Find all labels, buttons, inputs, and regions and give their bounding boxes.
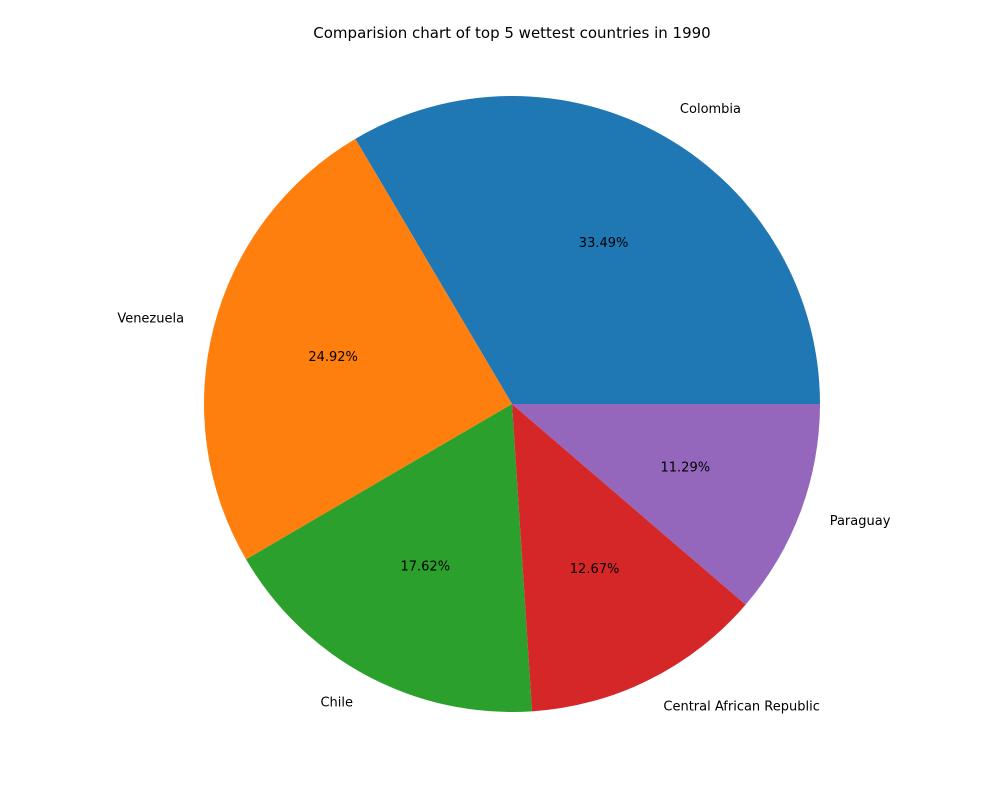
slice-percent-label: 17.62% — [400, 560, 450, 575]
pie-slice-chile — [246, 404, 533, 712]
pie-slice-central-african-republic — [512, 404, 746, 712]
slice-percent-label: 11.29% — [661, 461, 711, 476]
slice-label: Central African Republic — [663, 700, 819, 715]
slice-percent-label: 24.92% — [308, 350, 358, 365]
slice-label: Chile — [320, 696, 353, 711]
chart-title: Comparision chart of top 5 wettest count… — [313, 24, 710, 42]
pie-slices — [203, 96, 820, 712]
pie-labels: Colombia 33.49% Venezuela 24.92% Chile 17.62%… — [117, 102, 890, 714]
slice-label: Paraguay — [830, 514, 891, 529]
pie-slice-venezuela — [203, 138, 512, 560]
slice-label: Colombia — [680, 102, 741, 117]
slice-label: Venezuela — [117, 311, 184, 326]
slice-percent-label: 12.67% — [570, 562, 620, 577]
pie-slice-colombia — [355, 96, 820, 405]
slice-percent-label: 33.49% — [579, 236, 629, 251]
pie-slice-paraguay — [512, 404, 820, 605]
